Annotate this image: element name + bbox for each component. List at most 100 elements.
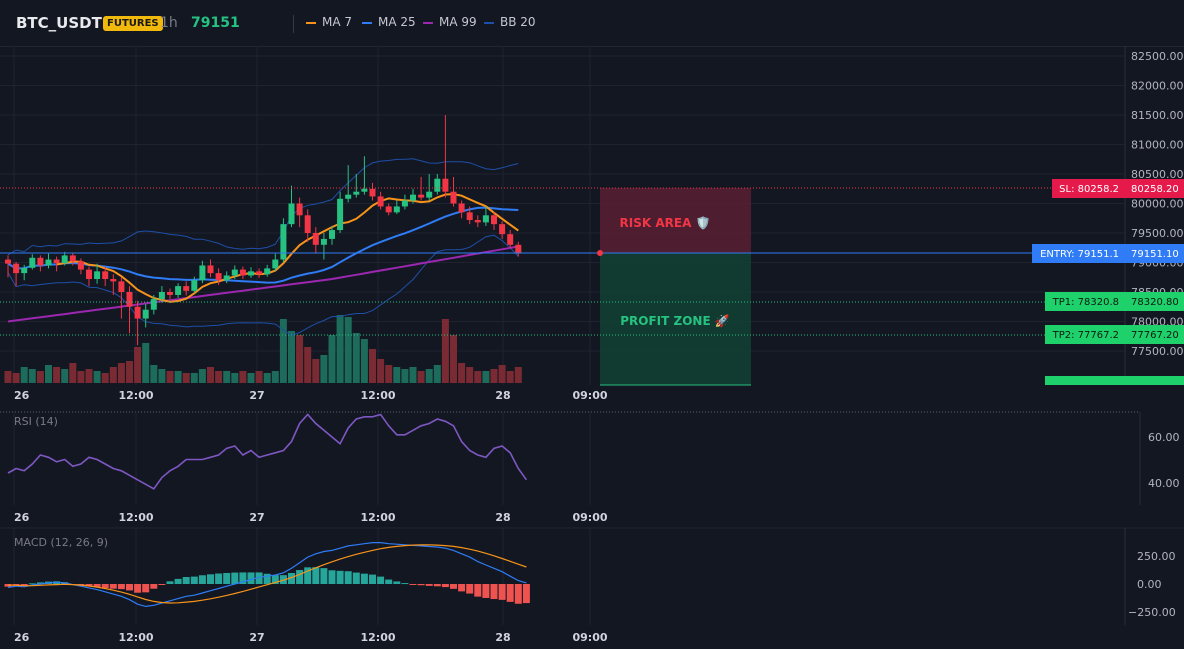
- legend-ma99-label: MA 99: [439, 15, 477, 29]
- volume-bar: [77, 371, 85, 383]
- time-tick: 12:00: [118, 631, 153, 644]
- trade-zones: RISK AREA 🛡️ PROFIT ZONE 🚀: [600, 188, 751, 386]
- risk-area-box: [600, 188, 751, 253]
- macd-hist-bar: [401, 583, 409, 585]
- time-tick: 12:00: [118, 511, 153, 524]
- volume-bar: [20, 367, 28, 383]
- volume-bar: [450, 335, 457, 383]
- legend-ma25[interactable]: MA 25: [362, 15, 416, 29]
- symbol-name[interactable]: BTC_USDT: [16, 14, 102, 32]
- legend-bb20[interactable]: BB 20: [484, 15, 536, 29]
- timeframe-label[interactable]: 1h: [160, 15, 178, 31]
- macd-hist-bar: [490, 584, 498, 600]
- macd-hist-bar: [182, 577, 190, 584]
- candle-body: [13, 263, 20, 274]
- macd-axis-250: 250.00: [1137, 550, 1176, 563]
- candle-body: [329, 230, 335, 239]
- candle-body: [377, 196, 384, 207]
- tp2-tag-label: TP2: 77767.2: [1052, 330, 1119, 341]
- volume-bar: [207, 367, 214, 383]
- macd-hist-bar: [134, 584, 142, 593]
- futures-badge: FUTURES: [103, 16, 163, 31]
- indicator-lines: [7, 158, 519, 336]
- candle-body: [191, 280, 198, 291]
- candle-body: [272, 259, 279, 269]
- price-axis[interactable]: 82500.00 82000.00 81500.00 81000.00 80500.00…: [1131, 50, 1184, 358]
- candle-body: [426, 191, 433, 198]
- ma25-line: [7, 206, 519, 284]
- macd-hist-bar: [296, 570, 304, 584]
- macd-line: [7, 542, 527, 608]
- volume-bar: [126, 361, 133, 383]
- volume-bar: [352, 333, 360, 383]
- macd-hist-bar: [360, 573, 368, 584]
- macd-hist-bar: [279, 575, 287, 584]
- volume-bar: [174, 371, 182, 383]
- macd-hist-bar: [450, 584, 457, 589]
- macd-hist-bar: [482, 584, 490, 598]
- rsi-grid: [13, 412, 591, 505]
- macd-hist-bar: [417, 584, 425, 586]
- macd-hist-bar: [158, 584, 166, 585]
- volume-bar: [166, 371, 174, 383]
- tp2-tag-value: 77767.20: [1131, 330, 1179, 341]
- volume-bar: [134, 347, 142, 383]
- volume-bar: [255, 371, 263, 383]
- macd-hist-bar: [344, 571, 352, 584]
- volume-bar: [109, 367, 117, 383]
- volume-bar: [182, 373, 190, 383]
- bb-lower-line: [7, 234, 519, 336]
- volume-bar: [304, 347, 312, 383]
- signal-line: [7, 544, 527, 604]
- tp2-tag[interactable]: TP2: 77767.2 77767.20: [1045, 325, 1184, 344]
- volume-bar: [239, 371, 247, 383]
- candles: [5, 115, 522, 346]
- volume-bar: [142, 343, 150, 383]
- macd-hist-bar: [304, 567, 312, 584]
- candle-body: [207, 265, 214, 274]
- last-price: 79151: [191, 15, 240, 31]
- legend-ma7-label: MA 7: [322, 15, 353, 29]
- time-tick: 12:00: [118, 389, 153, 402]
- volume-bar: [385, 365, 393, 383]
- volume-bar: [4, 371, 12, 383]
- candle-body: [126, 292, 133, 307]
- volume-bar: [69, 363, 77, 383]
- candle-body: [466, 212, 473, 221]
- volume-bar: [158, 369, 166, 383]
- candle-body: [288, 203, 295, 225]
- candle-body: [21, 267, 28, 274]
- ma7-swatch-icon: [306, 21, 316, 24]
- volume-bar: [458, 363, 466, 383]
- macd-hist-bar: [466, 584, 474, 594]
- legend-ma99[interactable]: MA 99: [423, 15, 477, 29]
- volume-bar: [61, 369, 69, 383]
- header-divider: [293, 15, 294, 33]
- candle-body: [256, 271, 263, 275]
- candle-body: [134, 306, 141, 319]
- candle-body: [29, 257, 36, 268]
- price-tick: 77500.00: [1131, 345, 1184, 358]
- sl-tag-label: SL: 80258.2: [1059, 184, 1119, 195]
- tp1-tag[interactable]: TP1: 78320.8 78320.80: [1045, 292, 1184, 311]
- candle-body: [410, 194, 416, 201]
- macd-hist-bar: [101, 584, 109, 589]
- time-tick: 27: [249, 389, 264, 402]
- macd-hist-bar: [336, 570, 344, 584]
- candle-body: [369, 188, 376, 197]
- candle-body: [150, 299, 157, 310]
- volume-bar: [53, 367, 61, 383]
- entry-tag[interactable]: ENTRY: 79151.1 79151.10: [1032, 244, 1184, 263]
- macd-axis-0: 0.00: [1137, 578, 1162, 591]
- macd-hist-bar: [255, 572, 263, 584]
- macd-hist-bar: [522, 584, 530, 604]
- time-tick: 28: [495, 389, 510, 402]
- sl-tag[interactable]: SL: 80258.2 80258.20: [1052, 179, 1184, 198]
- macd-hist-bar: [514, 584, 522, 604]
- macd-hist-bar: [109, 584, 117, 589]
- time-tick: 09:00: [572, 631, 607, 644]
- price-tick: 80000.00: [1131, 198, 1184, 211]
- legend-ma7[interactable]: MA 7: [306, 15, 352, 29]
- candle-body: [86, 269, 92, 280]
